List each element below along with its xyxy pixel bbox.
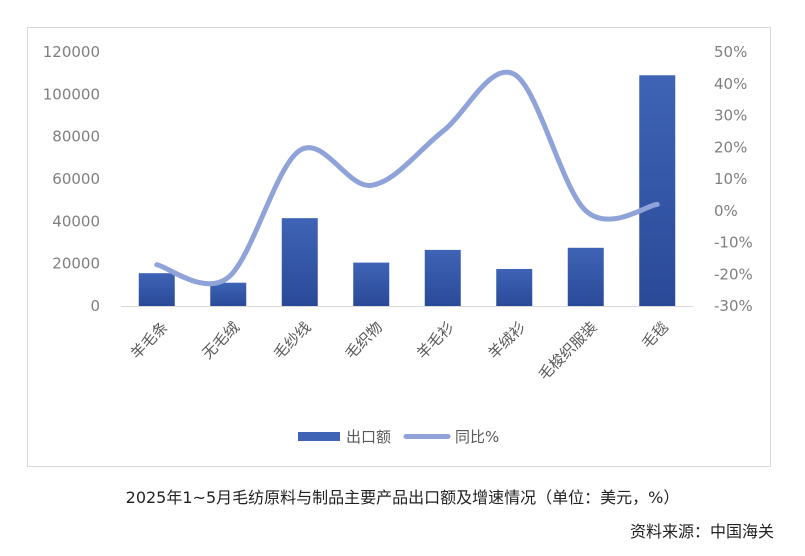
legend-bar-label: 出口额 bbox=[346, 428, 391, 446]
right-axis-ticks: -30% -20% -10% 0% 10% 20% 30% 40% 50% bbox=[714, 43, 753, 315]
category-label: 毛纱线 bbox=[270, 318, 315, 363]
category-label: 毛梭织服装 bbox=[535, 318, 601, 384]
bar bbox=[281, 218, 318, 306]
right-tick-label: 20% bbox=[714, 138, 747, 156]
right-tick-label: -30% bbox=[714, 297, 753, 315]
combo-chart: 0 20000 40000 60000 80000 100000 120000 -30% -2… bbox=[43, 43, 753, 446]
category-label: 羊毛条 bbox=[127, 318, 172, 363]
bar bbox=[639, 75, 676, 307]
category-label: 无毛绒 bbox=[199, 318, 244, 363]
data-source: 资料来源：中国海关 bbox=[629, 522, 774, 541]
legend-line-label: 同比% bbox=[455, 428, 499, 446]
bar bbox=[138, 273, 175, 306]
left-tick-label: 0 bbox=[90, 297, 100, 315]
left-tick-label: 20000 bbox=[52, 255, 100, 273]
legend-bar-swatch bbox=[298, 432, 340, 441]
right-tick-label: -20% bbox=[714, 265, 753, 283]
category-labels: 羊毛条 无毛绒 毛纱线 毛织物 羊毛衫 羊绒衫 毛梭织服装 毛毯 bbox=[127, 318, 672, 384]
right-tick-label: 0% bbox=[714, 202, 738, 220]
left-axis-ticks: 0 20000 40000 60000 80000 100000 120000 bbox=[43, 43, 100, 315]
line-series bbox=[154, 69, 660, 287]
bar bbox=[210, 282, 247, 306]
right-tick-label: 10% bbox=[714, 170, 747, 188]
legend: 出口额 同比% bbox=[298, 428, 499, 446]
chart-caption: 2025年1~5月毛纺原料与制品主要产品出口额及增速情况（单位：美元，%） bbox=[125, 488, 680, 507]
right-tick-label: 50% bbox=[714, 43, 747, 61]
right-tick-label: 40% bbox=[714, 75, 747, 93]
left-tick-label: 60000 bbox=[52, 170, 100, 188]
category-label: 羊绒衫 bbox=[485, 318, 530, 363]
left-tick-label: 100000 bbox=[43, 85, 100, 103]
right-tick-label: 30% bbox=[714, 107, 747, 125]
category-label: 毛毯 bbox=[638, 318, 672, 352]
right-tick-label: -10% bbox=[714, 234, 753, 252]
bar-series bbox=[138, 75, 676, 307]
left-tick-label: 40000 bbox=[52, 212, 100, 230]
bar bbox=[353, 262, 390, 306]
category-label: 羊毛衫 bbox=[413, 318, 458, 363]
category-label: 毛织物 bbox=[342, 318, 387, 363]
bar bbox=[496, 268, 533, 306]
left-tick-label: 80000 bbox=[52, 128, 100, 146]
bar bbox=[424, 249, 461, 306]
bar bbox=[567, 247, 604, 306]
left-tick-label: 120000 bbox=[43, 43, 100, 61]
chart-frame: 0 20000 40000 60000 80000 100000 120000 -30% -2… bbox=[27, 27, 771, 467]
